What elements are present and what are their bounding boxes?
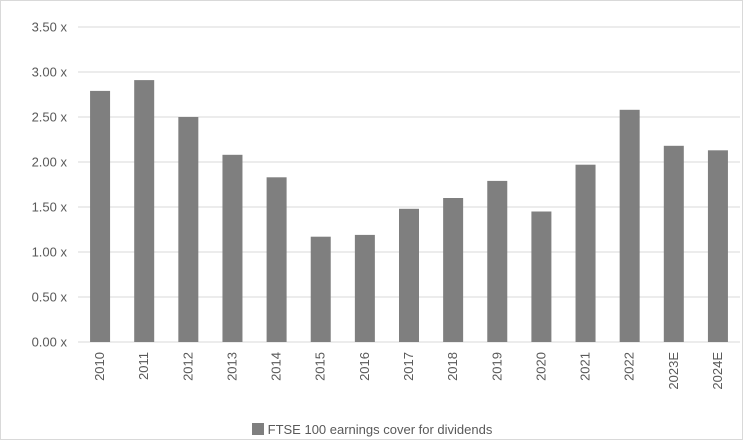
bars bbox=[90, 80, 728, 343]
x-axis: 2010 2011 2012 2013 2014 2015 2016 2017 2018 2019… bbox=[92, 352, 725, 390]
y-axis: 0.00 x 0.50 x 1.00 x 1.50 x 2.00 x 2.50 x 3.00… bbox=[32, 20, 68, 350]
x-tick-label: 2011 bbox=[136, 352, 151, 380]
x-tick-label: 2024E bbox=[710, 352, 725, 390]
bar bbox=[310, 236, 331, 342]
x-tick-label: 2016 bbox=[357, 352, 372, 381]
bar bbox=[663, 145, 684, 342]
bar bbox=[90, 90, 111, 343]
y-tick-label: 2.50 x bbox=[32, 110, 68, 125]
bar bbox=[134, 80, 155, 342]
legend-label: FTSE 100 earnings cover for dividends bbox=[267, 422, 493, 437]
x-tick-label: 2017 bbox=[401, 352, 416, 381]
bar bbox=[619, 109, 640, 342]
bar bbox=[399, 208, 419, 342]
y-tick-label: 3.50 x bbox=[32, 20, 68, 35]
legend-swatch bbox=[251, 423, 264, 435]
bar bbox=[707, 150, 728, 342]
y-tick-label: 3.00 x bbox=[32, 65, 68, 80]
bar bbox=[266, 177, 287, 342]
y-tick-label: 0.00 x bbox=[32, 335, 68, 350]
bar bbox=[354, 234, 375, 342]
x-tick-label: 2019 bbox=[489, 352, 504, 381]
x-tick-label: 2022 bbox=[622, 352, 637, 381]
y-tick-label: 1.00 x bbox=[32, 245, 68, 260]
bar bbox=[222, 154, 243, 342]
x-tick-label: 2012 bbox=[180, 352, 195, 381]
bar bbox=[531, 211, 552, 342]
x-tick-label: 2013 bbox=[224, 352, 239, 381]
bar bbox=[443, 198, 464, 342]
bar bbox=[178, 117, 199, 342]
x-tick-label: 2023E bbox=[666, 352, 681, 390]
y-tick-label: 2.00 x bbox=[32, 155, 68, 170]
x-tick-label: 2015 bbox=[313, 352, 328, 381]
x-tick-label: 2021 bbox=[578, 352, 593, 381]
x-tick-label: 2020 bbox=[533, 352, 548, 381]
legend: FTSE 100 earnings cover for dividends bbox=[0, 422, 744, 437]
x-tick-label: 2018 bbox=[445, 352, 460, 381]
bar bbox=[487, 180, 508, 342]
bar bbox=[575, 164, 596, 342]
y-tick-label: 1.50 x bbox=[32, 200, 68, 215]
x-tick-label: 2010 bbox=[92, 352, 107, 381]
x-tick-label: 2014 bbox=[269, 352, 284, 381]
y-tick-label: 0.50 x bbox=[32, 290, 68, 305]
